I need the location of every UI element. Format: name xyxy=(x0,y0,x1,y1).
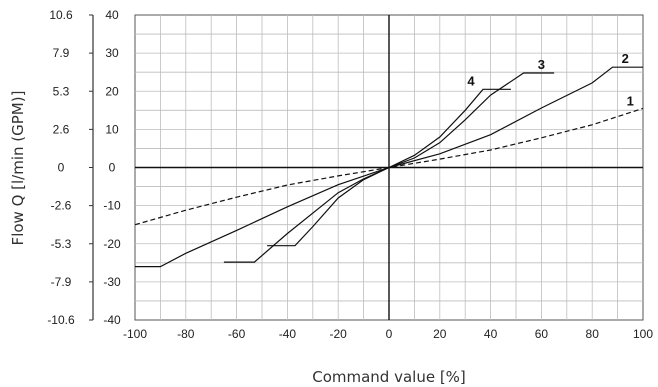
series-labels: 1 2 3 4 xyxy=(467,51,634,108)
x-tick-label: 80 xyxy=(586,327,600,341)
series-layer xyxy=(134,66,644,268)
series-label-4: 4 xyxy=(467,73,475,88)
y-tick-label-lpm: 10 xyxy=(105,122,119,136)
x-tick-label: -40 xyxy=(279,327,297,341)
x-tick-label: 100 xyxy=(633,327,653,341)
y-tick-label-gpm: -5.3 xyxy=(51,237,72,251)
y-axis-title: Flow Q [l/min (GPM)] xyxy=(9,91,27,246)
y-tick-label-gpm: 2.6 xyxy=(53,122,70,136)
x-tick-label: 60 xyxy=(535,327,549,341)
x-tick-label: 40 xyxy=(484,327,498,341)
y-tick-label-gpm: -10.6 xyxy=(47,313,75,327)
y-tick-labels-lpm: 40 30 20 10 0 -10 -20 -30 -40 xyxy=(103,8,121,327)
y-tick-label-gpm: 7.9 xyxy=(53,46,70,60)
x-tick-label: -60 xyxy=(228,327,246,341)
series-line-3 xyxy=(223,72,555,263)
x-axis-title: Command value [%] xyxy=(312,368,466,386)
y-tick-label-lpm: -30 xyxy=(103,275,121,289)
x-tick-label: 20 xyxy=(433,327,447,341)
y-tick-label-gpm: 0 xyxy=(58,161,65,175)
x-tick-label: -100 xyxy=(123,327,147,341)
x-tick-label: -20 xyxy=(330,327,348,341)
x-tick-label: -80 xyxy=(177,327,195,341)
x-tick-label: 0 xyxy=(386,327,393,341)
x-tick-labels: -100 -80 -60 -40 -20 0 20 40 60 80 100 xyxy=(123,327,653,341)
y-tick-label-lpm: 20 xyxy=(105,84,119,98)
y-tick-label-lpm: -20 xyxy=(103,237,121,251)
y-tick-label-gpm: -7.9 xyxy=(51,275,72,289)
y-tick-labels-gpm: 10.6 7.9 5.3 2.6 0 -2.6 -5.3 -7.9 -10.6 xyxy=(47,8,93,327)
series-label-3: 3 xyxy=(538,57,545,72)
y-tick-label-gpm: -2.6 xyxy=(51,199,72,213)
y-tick-label-lpm: -40 xyxy=(103,313,121,327)
series-label-2: 2 xyxy=(622,51,629,66)
y-tick-label-lpm: 30 xyxy=(105,46,119,60)
y-tick-label-lpm: 40 xyxy=(105,8,119,22)
y-tick-label-gpm: 5.3 xyxy=(53,84,70,98)
y-tick-label-lpm: -10 xyxy=(103,199,121,213)
series-label-1: 1 xyxy=(627,93,634,108)
series-line-4 xyxy=(267,88,511,247)
y-tick-label-lpm: 0 xyxy=(109,161,116,175)
y-tick-label-gpm: 10.6 xyxy=(49,8,73,22)
